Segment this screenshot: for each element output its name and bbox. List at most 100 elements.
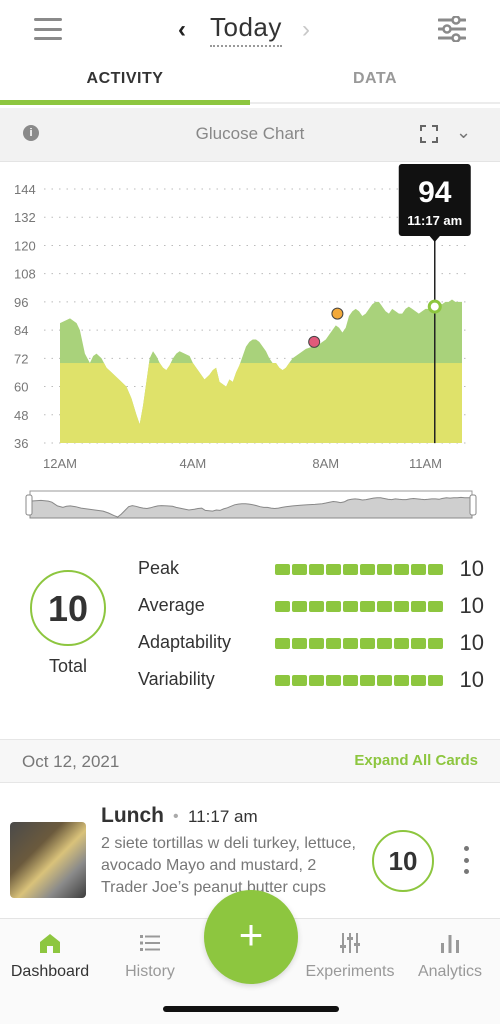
metric-level-segment [326, 638, 341, 649]
metric-average: Average 10 [138, 593, 488, 623]
nav-label: History [125, 963, 175, 980]
y-tick-label: 72 [14, 351, 28, 366]
metric-level-segment [411, 675, 426, 686]
y-tick-label: 144 [14, 182, 36, 197]
metric-level-bar [275, 638, 443, 649]
metric-level-segment [360, 564, 375, 575]
y-tick-label: 48 [14, 408, 28, 423]
nav-dashboard[interactable]: Dashboard [0, 931, 100, 981]
metric-label: Peak [138, 558, 180, 578]
metric-level-segment [394, 601, 409, 612]
metric-level-segment [309, 601, 324, 612]
date-selector[interactable]: Today [210, 12, 282, 47]
metric-level-segment [394, 675, 409, 686]
metric-level-segment [394, 638, 409, 649]
expand-all-cards-button[interactable]: Expand All Cards [354, 752, 478, 769]
metric-level-segment [292, 601, 307, 612]
metric-level-segment [309, 638, 324, 649]
metric-level-segment [326, 675, 341, 686]
home-indicator [163, 1006, 339, 1012]
nav-label: Experiments [305, 963, 395, 980]
metric-level-segment [343, 564, 358, 575]
metric-level-segment [377, 564, 392, 575]
metric-level-segment [326, 564, 341, 575]
chart-card-header: i Glucose Chart ⌄ [0, 108, 500, 162]
tooltip-time: 11:17 am [407, 213, 462, 228]
tooltip-pointer [428, 235, 441, 242]
metric-level-segment [326, 601, 341, 612]
tab-activity[interactable]: ACTIVITY [86, 70, 164, 87]
tab-divider [250, 102, 500, 104]
nav-label: Dashboard [10, 963, 90, 980]
log-date: Oct 12, 2021 [22, 752, 120, 771]
tab-data[interactable]: DATA [352, 70, 398, 87]
metric-level-segment [292, 564, 307, 575]
metric-level-segment [428, 601, 443, 612]
metric-level-segment [428, 564, 443, 575]
fullscreen-icon[interactable] [420, 125, 438, 143]
metric-peak: Peak 10 [138, 556, 488, 586]
info-icon[interactable]: i [23, 125, 39, 141]
metric-level-segment [377, 601, 392, 612]
y-tick-label: 96 [14, 295, 28, 310]
metric-level-segment [275, 601, 290, 612]
active-tab-indicator [0, 100, 250, 105]
meal-marker [427, 299, 442, 314]
metric-level-segment [309, 564, 324, 575]
total-score-label: Total [48, 656, 88, 676]
metric-level-segment [309, 675, 324, 686]
glucose-low-band [60, 363, 462, 443]
metric-level-segment [377, 675, 392, 686]
log-date-row: Oct 12, 2021 Expand All Cards [0, 740, 500, 782]
bar-chart-icon [441, 935, 459, 953]
y-tick-label: 84 [14, 323, 28, 338]
meal-score-badge[interactable]: 10 [372, 830, 434, 892]
y-tick-label: 36 [14, 436, 28, 451]
nav-label: Analytics [417, 963, 483, 980]
metric-level-segment [411, 601, 426, 612]
meal-photo[interactable] [10, 822, 86, 898]
metric-value: 10 [459, 630, 484, 655]
metric-value: 10 [459, 667, 484, 692]
chevron-left-icon[interactable]: ‹ [178, 16, 186, 43]
nav-analytics[interactable]: Analytics [400, 931, 500, 981]
x-tick-label: 4AM [180, 456, 207, 471]
metric-adaptability: Adaptability 10 [138, 630, 488, 660]
total-score-value: 10 [47, 588, 89, 629]
metric-label: Adaptability [138, 632, 232, 652]
metric-level-segment [360, 601, 375, 612]
total-score-circle: 10 [30, 570, 106, 646]
more-options-icon[interactable] [464, 846, 470, 874]
metric-level-segment [343, 601, 358, 612]
filter-settings-icon[interactable] [438, 16, 466, 42]
sliders-icon [340, 933, 360, 953]
metric-level-segment [411, 638, 426, 649]
meal-description: 2 siete tortillas w deli turkey, lettuce… [101, 835, 356, 896]
chevron-right-icon[interactable]: › [302, 16, 310, 43]
x-tick-label: 8AM [312, 456, 339, 471]
metric-level-segment [428, 675, 443, 686]
metric-level-bar [275, 675, 443, 686]
x-tick-label: 11AM [409, 456, 442, 471]
glucose-chart[interactable]: 144 132 120 108 96 84 72 60 48 36 12AM 4AM 8AM 11AM 94… [0, 162, 500, 532]
nav-experiments[interactable]: Experiments [300, 931, 400, 981]
metric-level-segment [275, 638, 290, 649]
metric-level-segment [343, 638, 358, 649]
metric-level-segment [343, 675, 358, 686]
metric-level-segment [377, 638, 392, 649]
tooltip-box [398, 164, 471, 236]
tooltip-value: 94 [418, 176, 452, 209]
meal-time: 11:17 am [188, 807, 258, 826]
overview-area [29, 496, 473, 519]
x-tick-label: 12AM [43, 456, 77, 471]
overview-handle-left [25, 494, 33, 516]
add-entry-button[interactable]: + [204, 890, 298, 984]
metric-level-segment [394, 564, 409, 575]
metric-level-segment [428, 638, 443, 649]
meal-name[interactable]: Lunch [101, 804, 164, 827]
metric-level-segment [411, 564, 426, 575]
metric-level-segment [292, 638, 307, 649]
chevron-down-icon[interactable]: ⌄ [456, 122, 472, 142]
nav-history[interactable]: History [100, 931, 200, 981]
hamburger-menu-icon[interactable] [34, 18, 62, 40]
